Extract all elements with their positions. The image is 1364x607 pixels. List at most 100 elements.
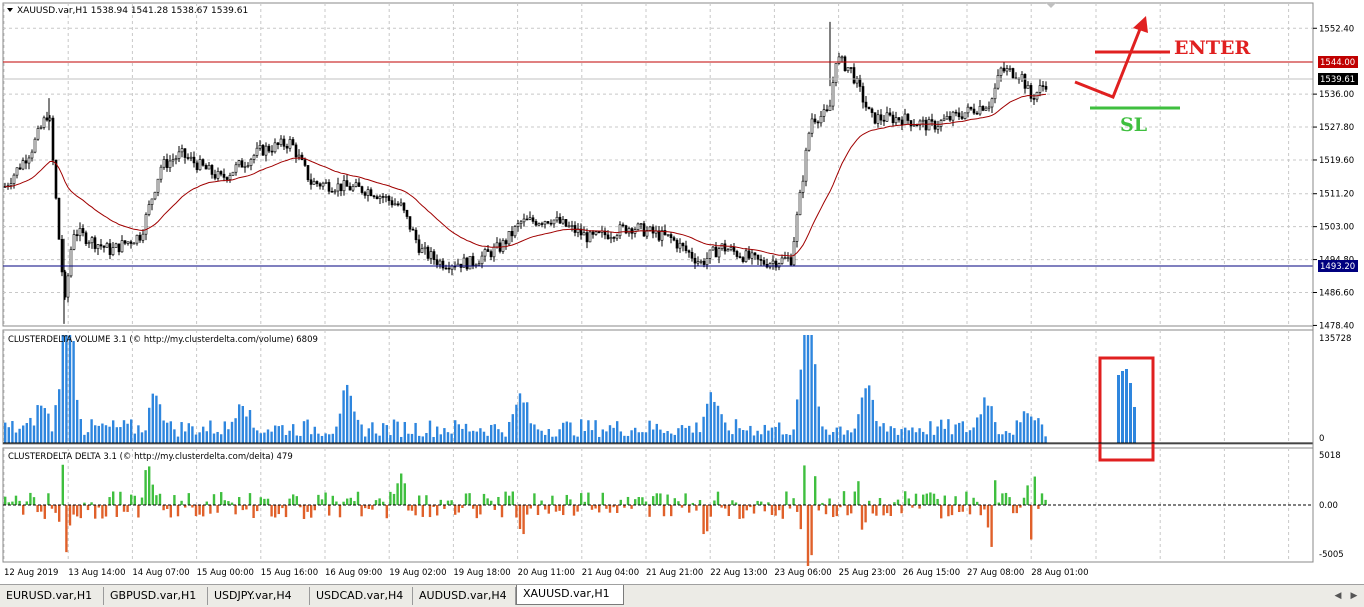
tab-eurusd[interactable]: EURUSD.var,H1 bbox=[0, 587, 104, 605]
time-axis[interactable]: 12 Aug 2019 13 Aug 14:00 14 Aug 07:00 15 Au… bbox=[4, 568, 1089, 578]
volume-bar bbox=[569, 422, 572, 443]
candle-body bbox=[444, 267, 448, 270]
volume-bar bbox=[1129, 383, 1132, 443]
volume-bar bbox=[479, 428, 482, 443]
scroll-left-icon[interactable]: ◀ bbox=[1334, 590, 1342, 600]
delta-bar-positive bbox=[972, 497, 975, 505]
delta-bar-positive bbox=[997, 502, 1000, 505]
volume-bar bbox=[662, 432, 666, 443]
volume-bar bbox=[144, 430, 147, 443]
volume-bar bbox=[360, 424, 363, 443]
delta-bar-negative bbox=[472, 505, 475, 509]
delta-bar-negative bbox=[284, 505, 288, 518]
price-axis[interactable]: 1552.40 1536.00 1527.80 1519.60 1511.20 1503.… bbox=[1312, 3, 1354, 562]
sl-label: SL bbox=[1120, 114, 1147, 136]
candle-body bbox=[381, 196, 385, 198]
delta-bar-negative bbox=[299, 505, 302, 508]
volume-bar bbox=[7, 427, 10, 443]
volume-bar bbox=[1044, 436, 1047, 443]
delta-bar-positive bbox=[130, 494, 133, 505]
delta-bar-positive bbox=[922, 494, 925, 505]
volume-bar bbox=[400, 436, 403, 443]
delta-bar-positive bbox=[853, 491, 856, 505]
candle-body bbox=[471, 256, 475, 266]
delta-bar-positive bbox=[713, 500, 716, 505]
delta-bar-negative bbox=[270, 505, 273, 517]
volume-bar bbox=[702, 416, 705, 443]
delta-bar-negative bbox=[68, 505, 72, 526]
candle-body bbox=[543, 221, 547, 225]
window-menu-icon[interactable] bbox=[7, 8, 13, 12]
candle-body bbox=[816, 121, 820, 124]
candle-body bbox=[825, 109, 829, 112]
chart-svg[interactable]: ENTER SL XAUUSD.var,H1 1538.94 1541.28 1… bbox=[0, 0, 1364, 584]
price-tick-label: 1486.60 bbox=[1319, 289, 1354, 299]
candle-body bbox=[1011, 68, 1015, 79]
delta-bar-positive bbox=[925, 493, 928, 505]
volume-bar bbox=[878, 426, 882, 443]
candle-body bbox=[312, 181, 316, 185]
volume-bar bbox=[572, 435, 576, 443]
candle-body bbox=[345, 180, 349, 187]
volume-bars bbox=[4, 335, 1136, 443]
candle-body bbox=[819, 115, 823, 124]
tab-usdjpy[interactable]: USDJPY.var,H4 bbox=[208, 587, 310, 605]
candle-body bbox=[585, 232, 589, 243]
candle-body bbox=[522, 218, 526, 223]
delta-bar-negative bbox=[169, 505, 172, 518]
delta-bar-positive bbox=[400, 473, 403, 505]
delta-bar-positive bbox=[583, 501, 586, 505]
delta-bar-negative bbox=[796, 505, 799, 512]
candle-body bbox=[348, 186, 352, 191]
candle-body bbox=[609, 237, 613, 240]
candle-body bbox=[465, 257, 469, 270]
delta-bar-positive bbox=[83, 502, 86, 505]
tab-gbpusd[interactable]: GBPUSD.var,H1 bbox=[104, 587, 208, 605]
volume-bar bbox=[385, 425, 388, 443]
volume-bar bbox=[11, 421, 14, 443]
candle-body bbox=[429, 251, 433, 259]
candle-body bbox=[414, 229, 418, 241]
delta-bar-negative bbox=[1019, 505, 1022, 508]
volume-bar bbox=[97, 425, 100, 443]
delta-bar-negative bbox=[166, 505, 169, 509]
delta-bar-positive bbox=[565, 494, 568, 505]
candle-body bbox=[1044, 86, 1048, 90]
delta-bar-positive bbox=[767, 502, 770, 505]
candle-body bbox=[795, 214, 799, 242]
volume-bar bbox=[425, 432, 428, 443]
delta-bar-negative bbox=[281, 505, 284, 509]
main-price-panel[interactable] bbox=[2, 2, 1314, 327]
chart-shift-icon[interactable] bbox=[1046, 3, 1056, 8]
candle-body bbox=[360, 186, 364, 193]
volume-bar bbox=[22, 425, 25, 443]
volume-bar bbox=[198, 432, 201, 443]
delta-bar-positive bbox=[551, 495, 554, 505]
volume-bar bbox=[752, 435, 756, 443]
volume-bar bbox=[349, 395, 352, 443]
candle-body bbox=[462, 257, 466, 268]
resistance-price-label: 1544.00 bbox=[1320, 58, 1355, 68]
candle-body bbox=[126, 241, 130, 244]
volume-bar bbox=[889, 426, 892, 443]
tab-audusd[interactable]: AUDUSD.var,H4 bbox=[413, 587, 516, 605]
delta-title: CLUSTERDELTA DELTA 3.1 (© http://my.clus… bbox=[8, 452, 293, 462]
delta-bar-negative bbox=[515, 505, 518, 518]
candle-body bbox=[159, 166, 163, 180]
grid-lines bbox=[3, 3, 1313, 562]
candle-body bbox=[285, 146, 289, 149]
delta-bar-positive bbox=[335, 501, 338, 505]
candle-body bbox=[111, 247, 115, 255]
scroll-right-icon[interactable]: ▶ bbox=[1350, 590, 1358, 600]
delta-bar-negative bbox=[850, 505, 853, 514]
volume-bar bbox=[1001, 434, 1004, 443]
resistance-price-tag bbox=[1318, 56, 1358, 68]
tab-xauusd[interactable]: XAUUSD.var,H1 bbox=[516, 585, 624, 605]
tab-usdcad[interactable]: USDCAD.var,H4 bbox=[310, 587, 413, 605]
delta-bar-negative bbox=[176, 505, 180, 517]
candle-body bbox=[204, 165, 208, 170]
volume-bar bbox=[61, 335, 64, 443]
candle-body bbox=[894, 117, 898, 124]
candle-body bbox=[579, 228, 583, 236]
volume-bar bbox=[68, 335, 72, 443]
